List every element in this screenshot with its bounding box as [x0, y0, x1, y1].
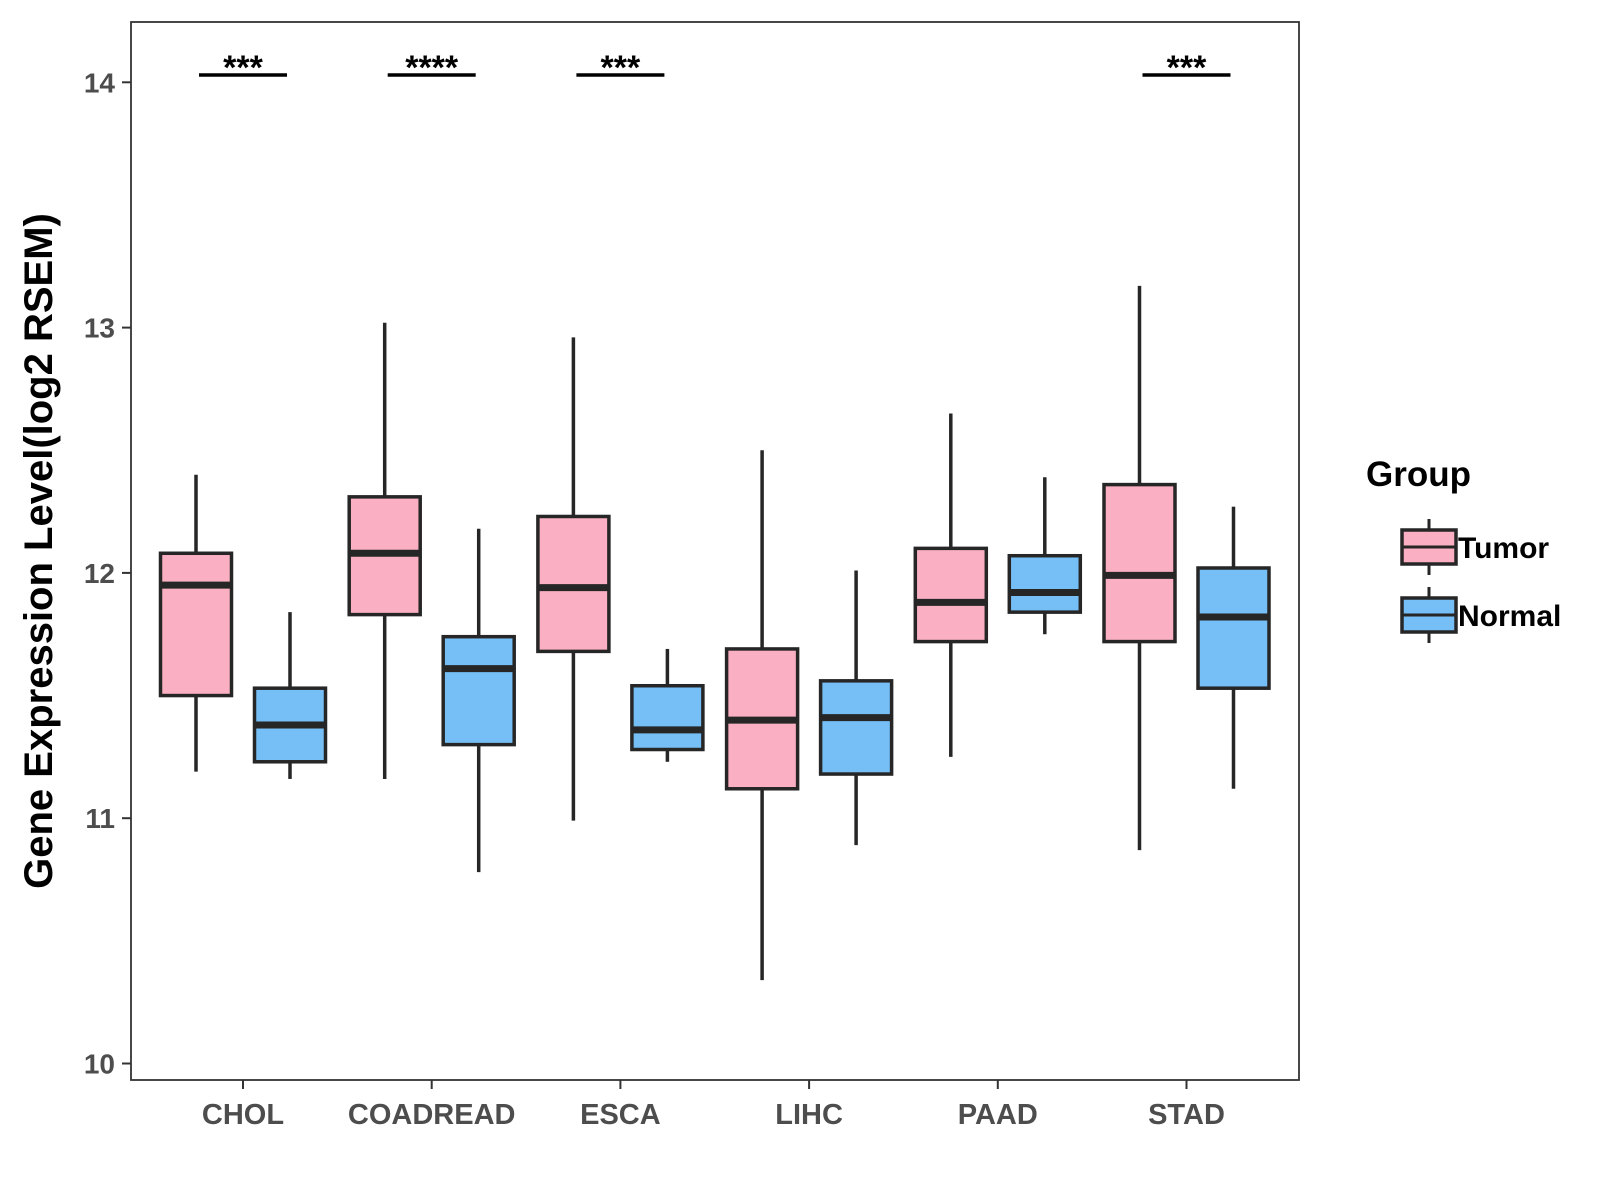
box-normal-coadread	[441, 528, 516, 873]
significance-stad: ***	[1142, 49, 1231, 87]
box-body	[536, 514, 611, 654]
y-axis: 10 11 12 13 14	[84, 67, 131, 1080]
x-tick-label: LIHC	[775, 1099, 843, 1131]
y-tick-label: 12	[84, 558, 115, 589]
x-tick-label: COADREAD	[348, 1099, 516, 1131]
box-body	[1007, 553, 1083, 614]
legend-item-tumor: Tumor	[1400, 519, 1549, 575]
legend-item-normal: Normal	[1400, 587, 1561, 643]
box-tumor-paad	[913, 413, 989, 757]
x-tick-label: PAAD	[958, 1099, 1038, 1131]
y-axis-title: Gene Expression Level(log2 RSEM)	[17, 213, 61, 889]
significance-label: ****	[405, 49, 459, 87]
legend-label: Normal	[1458, 600, 1561, 633]
box-tumor-esca	[536, 337, 611, 821]
significance-chol: ***	[199, 49, 287, 87]
legend: Group Tumor Normal	[1366, 455, 1561, 643]
box-body	[630, 683, 705, 752]
box-body	[818, 679, 894, 776]
box-tumor-stad	[1102, 285, 1177, 851]
box-body	[913, 546, 989, 644]
box-normal-stad	[1196, 506, 1271, 789]
legend-title: Group	[1366, 455, 1471, 494]
box-body	[1196, 566, 1271, 690]
boxes-layer	[158, 285, 1271, 981]
legend-label: Tumor	[1458, 532, 1549, 565]
box-body	[158, 551, 234, 698]
significance-label: ***	[1167, 49, 1207, 87]
x-tick-label: STAD	[1148, 1099, 1225, 1131]
y-tick-label: 10	[84, 1049, 115, 1080]
significance-coadread: ****	[387, 49, 476, 87]
x-tick-label: CHOL	[202, 1099, 284, 1131]
box-body	[1102, 482, 1177, 644]
y-tick-label: 13	[84, 313, 115, 344]
box-tumor-coadread	[347, 322, 422, 779]
x-tick-label: ESCA	[580, 1099, 661, 1131]
box-normal-esca	[630, 648, 705, 762]
y-tick-label: 14	[84, 67, 116, 98]
significance-label: ***	[601, 49, 641, 87]
box-tumor-lihc	[724, 450, 800, 981]
box-tumor-chol	[158, 474, 234, 772]
box-normal-lihc	[818, 570, 894, 846]
box-normal-paad	[1007, 477, 1083, 635]
significance-layer: *** **** *** ***	[199, 49, 1231, 87]
y-tick-label: 11	[85, 803, 115, 834]
box-body	[441, 634, 516, 747]
x-axis: CHOL COADREAD ESCA LIHC PAAD STAD	[202, 1080, 1225, 1131]
significance-esca: ***	[576, 49, 665, 87]
significance-label: ***	[223, 49, 263, 87]
box-normal-chol	[252, 612, 328, 779]
